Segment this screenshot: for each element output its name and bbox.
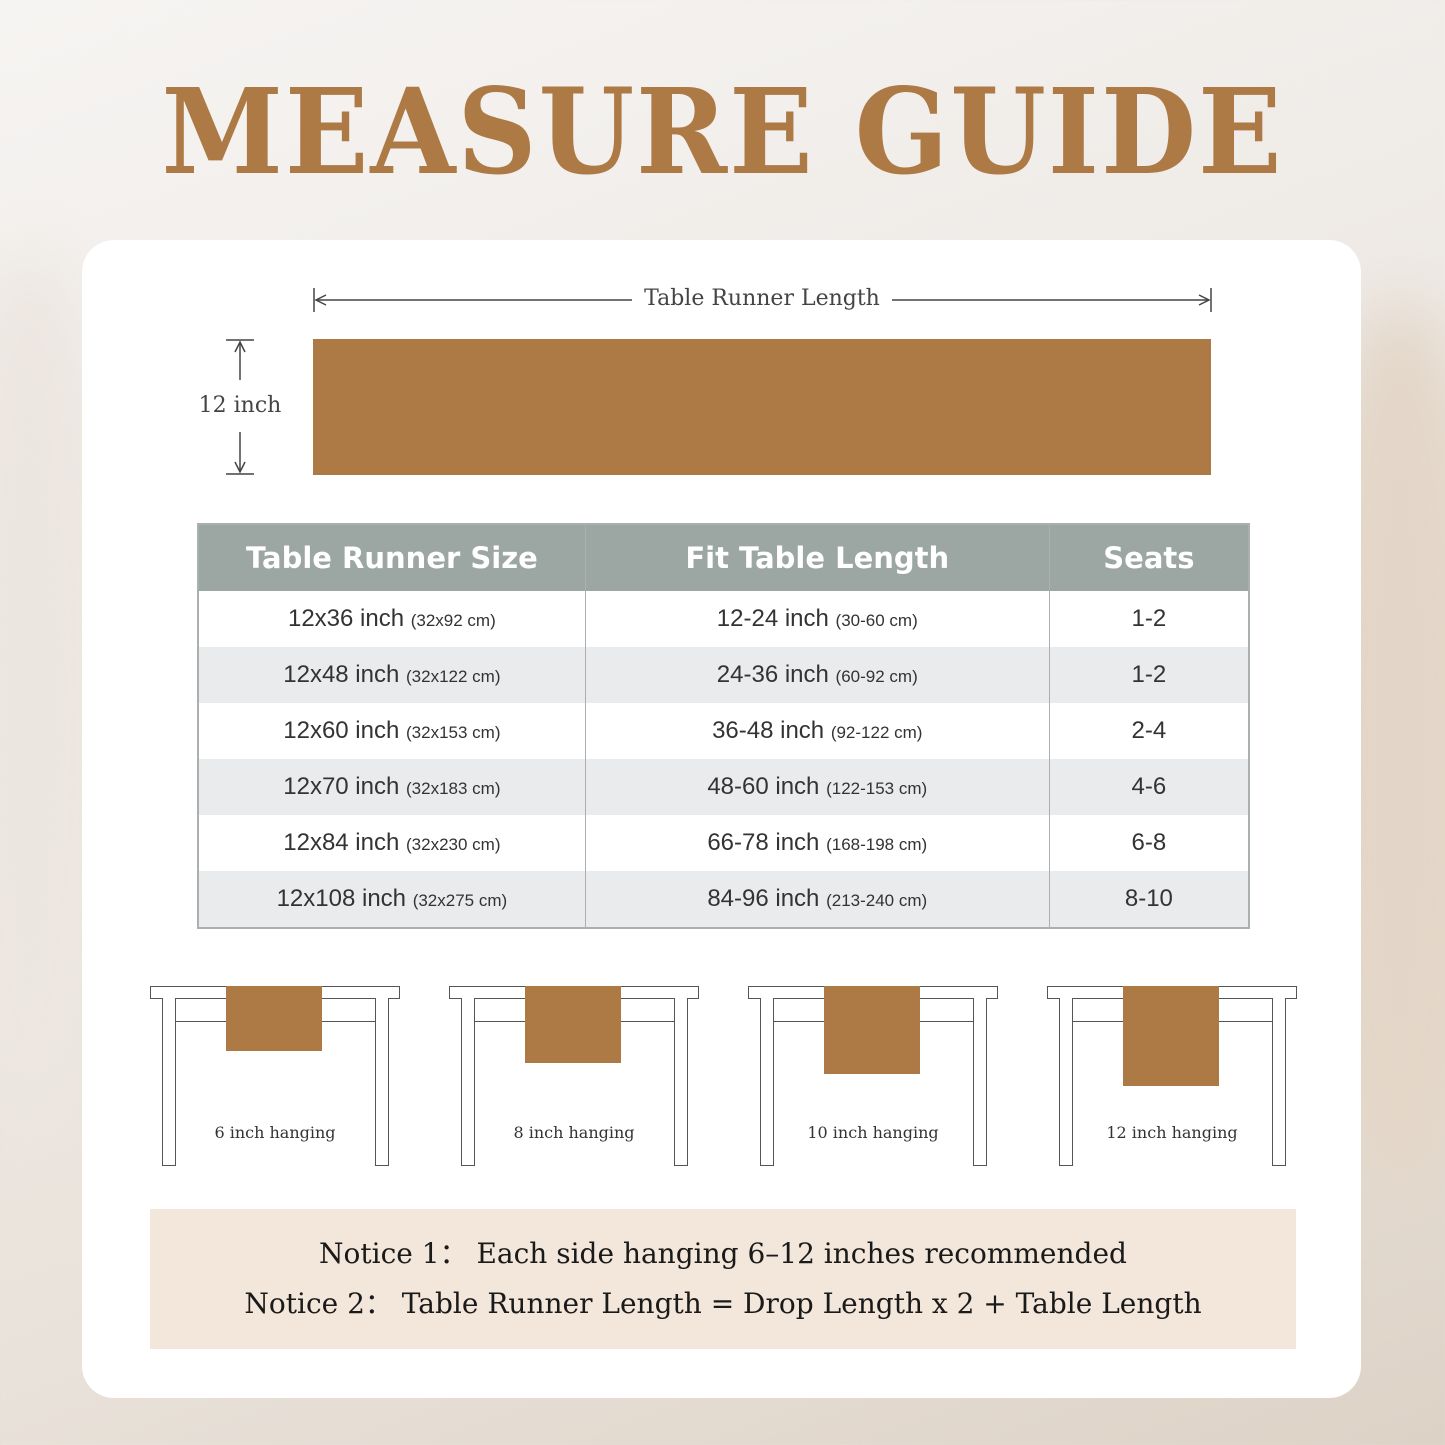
size-table: Table Runner Size Fit Table Length Seats… bbox=[197, 523, 1250, 929]
table-leg bbox=[760, 998, 774, 1166]
cell-size-metric: (32x275 cm) bbox=[412, 891, 508, 910]
cell-seats: 6-8 bbox=[1048, 815, 1249, 871]
cell-size: 12x60 inch (32x153 cm) bbox=[198, 703, 585, 759]
cell-size-value: 12x60 inch bbox=[283, 717, 400, 744]
cell-size-value: 12x36 inch bbox=[287, 605, 405, 632]
table-leg bbox=[674, 998, 688, 1166]
cell-seats-value: 8-10 bbox=[1124, 885, 1173, 912]
runner-drop bbox=[824, 986, 920, 1075]
cell-fit-value: 66-78 inch bbox=[707, 829, 820, 856]
cell-fit-metric: (122-153 cm) bbox=[826, 779, 928, 798]
cell-seats-value: 4-6 bbox=[1131, 773, 1167, 800]
hanging-diagram: 6 inch hanging bbox=[150, 986, 400, 1168]
hanging-label: 8 inch hanging bbox=[513, 1123, 635, 1142]
cell-fit-value: 12-24 inch bbox=[716, 605, 829, 632]
dimension-arrows bbox=[226, 288, 1212, 475]
cell-size: 12x48 inch (32x122 cm) bbox=[198, 647, 586, 703]
arrowhead-left-icon bbox=[314, 294, 327, 306]
cell-fit: 24-36 inch (60-92 cm) bbox=[584, 647, 1050, 703]
table-leg bbox=[1059, 998, 1073, 1166]
cell-fit: 48-60 inch (122-153 cm) bbox=[584, 759, 1050, 815]
cell-seats-value: 1-2 bbox=[1131, 605, 1167, 632]
cell-size-value: 12x108 inch bbox=[276, 885, 407, 912]
header-fit: Fit Table Length bbox=[584, 524, 1050, 591]
hanging-label: 6 inch hanging bbox=[214, 1123, 336, 1142]
table-row: 12x84 inch (32x230 cm) 66-78 inch (168-19… bbox=[198, 815, 1249, 871]
table-header-row: Table Runner Size Fit Table Length Seats bbox=[198, 524, 1249, 591]
cell-fit-value: 48-60 inch bbox=[707, 773, 820, 800]
cell-fit-value: 84-96 inch bbox=[707, 885, 820, 912]
arrowhead-right-icon bbox=[1198, 294, 1211, 306]
table-row: 12x48 inch (32x122 cm) 24-36 inch (60-92 … bbox=[198, 647, 1249, 703]
cell-seats: 8-10 bbox=[1048, 871, 1249, 928]
cell-seats-value: 2-4 bbox=[1131, 717, 1167, 744]
cell-seats: 1-2 bbox=[1048, 591, 1249, 647]
cell-size-metric: (32x230 cm) bbox=[406, 835, 501, 854]
width-label: 12 inch bbox=[198, 393, 282, 418]
cell-size-metric: (32x153 cm) bbox=[406, 723, 501, 742]
length-label: Table Runner Length bbox=[644, 286, 880, 311]
table-leg bbox=[1272, 998, 1286, 1166]
page-title: MEASURE GUIDE bbox=[161, 62, 1284, 201]
table-row: 12x70 inch (32x183 cm) 48-60 inch (122-15… bbox=[198, 759, 1249, 815]
cell-size-metric: (32x122 cm) bbox=[406, 667, 501, 686]
hanging-label: 10 inch hanging bbox=[807, 1123, 939, 1142]
cell-fit-value: 24-36 inch bbox=[716, 661, 829, 688]
notice-box: Notice 1： Each side hanging 6–12 inches … bbox=[150, 1209, 1296, 1349]
table-row: 12x36 inch (32x92 cm) 12-24 inch (30-60 c… bbox=[198, 591, 1249, 647]
header-size: Table Runner Size bbox=[198, 524, 586, 591]
cell-size: 12x36 inch (32x92 cm) bbox=[198, 591, 585, 647]
table-leg bbox=[162, 998, 176, 1166]
cell-fit: 84-96 inch (213-240 cm) bbox=[584, 871, 1050, 928]
runner-illustration bbox=[313, 339, 1211, 475]
cell-fit-metric: (92-122 cm) bbox=[830, 723, 923, 742]
notice-1: Notice 1： Each side hanging 6–12 inches … bbox=[319, 1237, 1127, 1270]
cell-seats: 4-6 bbox=[1048, 759, 1249, 815]
cell-size: 12x70 inch (32x183 cm) bbox=[198, 759, 586, 815]
cell-fit: 36-48 inch (92-122 cm) bbox=[584, 703, 1050, 759]
hanging-label: 12 inch hanging bbox=[1106, 1123, 1238, 1142]
table-row: 12x108 inch (32x275 cm) 84-96 inch (213-2… bbox=[198, 871, 1249, 928]
cell-size-value: 12x48 inch bbox=[283, 661, 400, 688]
cell-fit: 66-78 inch (168-198 cm) bbox=[584, 815, 1050, 871]
cell-size-metric: (32x92 cm) bbox=[410, 611, 496, 630]
cell-fit-metric: (213-240 cm) bbox=[826, 891, 928, 910]
cell-fit-metric: (168-198 cm) bbox=[826, 835, 928, 854]
hanging-diagram: 8 inch hanging bbox=[449, 986, 699, 1168]
hanging-diagram: 10 inch hanging bbox=[748, 986, 998, 1168]
cell-seats-value: 1-2 bbox=[1131, 661, 1167, 688]
hanging-diagram: 12 inch hanging bbox=[1047, 986, 1297, 1168]
table-leg bbox=[375, 998, 389, 1166]
runner-drop bbox=[1123, 986, 1219, 1086]
cell-fit-metric: (60-92 cm) bbox=[835, 667, 918, 686]
cell-seats: 1-2 bbox=[1048, 647, 1249, 703]
notice-2: Notice 2： Table Runner Length = Drop Len… bbox=[244, 1287, 1202, 1320]
cell-size-metric: (32x183 cm) bbox=[406, 779, 501, 798]
runner-drop bbox=[525, 986, 621, 1063]
runner-drop bbox=[226, 986, 322, 1051]
cell-size-value: 12x84 inch bbox=[283, 829, 400, 856]
cell-seats-value: 6-8 bbox=[1131, 829, 1167, 856]
table-row: 12x60 inch (32x153 cm) 36-48 inch (92-122… bbox=[198, 703, 1249, 759]
cell-size-value: 12x70 inch bbox=[283, 773, 400, 800]
cell-fit-metric: (30-60 cm) bbox=[835, 611, 918, 630]
cell-seats: 2-4 bbox=[1048, 703, 1249, 759]
table-leg bbox=[973, 998, 987, 1166]
cell-fit-value: 36-48 inch bbox=[712, 717, 825, 744]
header-seats: Seats bbox=[1048, 524, 1249, 591]
arrowhead-up-icon bbox=[234, 340, 246, 353]
cell-fit: 12-24 inch (30-60 cm) bbox=[584, 591, 1050, 647]
cell-size: 12x84 inch (32x230 cm) bbox=[198, 815, 585, 871]
table-leg bbox=[461, 998, 475, 1166]
arrowhead-down-icon bbox=[234, 461, 246, 474]
cell-size: 12x108 inch (32x275 cm) bbox=[198, 871, 586, 928]
